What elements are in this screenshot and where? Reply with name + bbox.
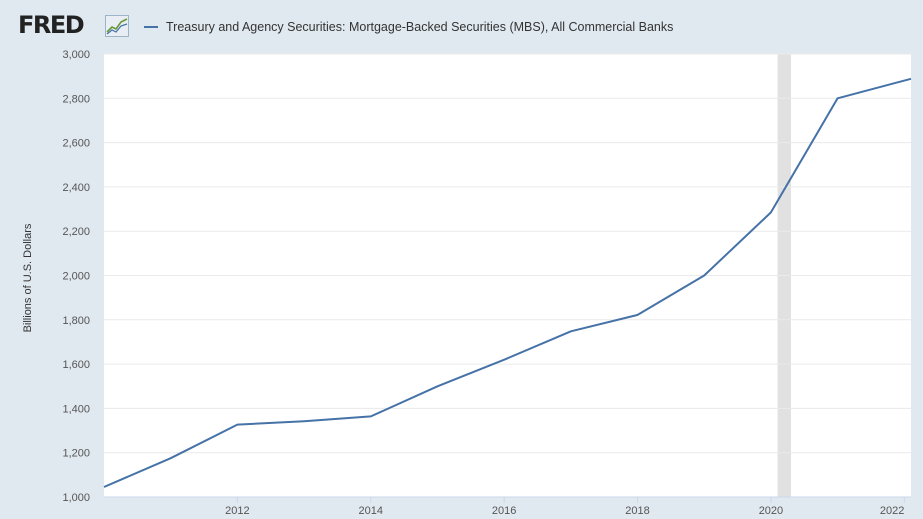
y-tick-label: 2,200 [62, 226, 90, 238]
series-line [103, 77, 912, 488]
y-tick-label: 1,000 [62, 492, 90, 504]
y-tick-label: 1,200 [62, 448, 90, 460]
y-tick-label: 2,000 [62, 271, 90, 283]
chart-legend: Treasury and Agency Securities: Mortgage… [144, 18, 673, 36]
y-tick-label: 1,600 [62, 359, 90, 371]
x-tick-label: 2020 [759, 505, 783, 517]
y-tick-label: 1,800 [62, 315, 90, 327]
y-tick-label: 3,000 [62, 49, 90, 61]
y-tick-label: 2,600 [62, 138, 90, 150]
fred-logo[interactable]: FRED [18, 11, 85, 39]
y-tick-label: 2,400 [62, 182, 90, 194]
y-tick-label: 2,800 [62, 93, 90, 105]
x-tick-label: 2016 [492, 505, 516, 517]
fred-graph-icon [105, 15, 129, 37]
legend-swatch [144, 26, 158, 28]
x-tick-label: 2014 [359, 505, 383, 517]
y-tick-label: 1,400 [62, 403, 90, 415]
x-tick-label: 2012 [225, 505, 249, 517]
legend-label: Treasury and Agency Securities: Mortgage… [166, 20, 674, 34]
x-tick-label: 2018 [625, 505, 649, 517]
chart-header: FRED Treasury and Agency Securities: Mor… [0, 0, 923, 50]
x-tick-label: 2022 [880, 505, 904, 517]
